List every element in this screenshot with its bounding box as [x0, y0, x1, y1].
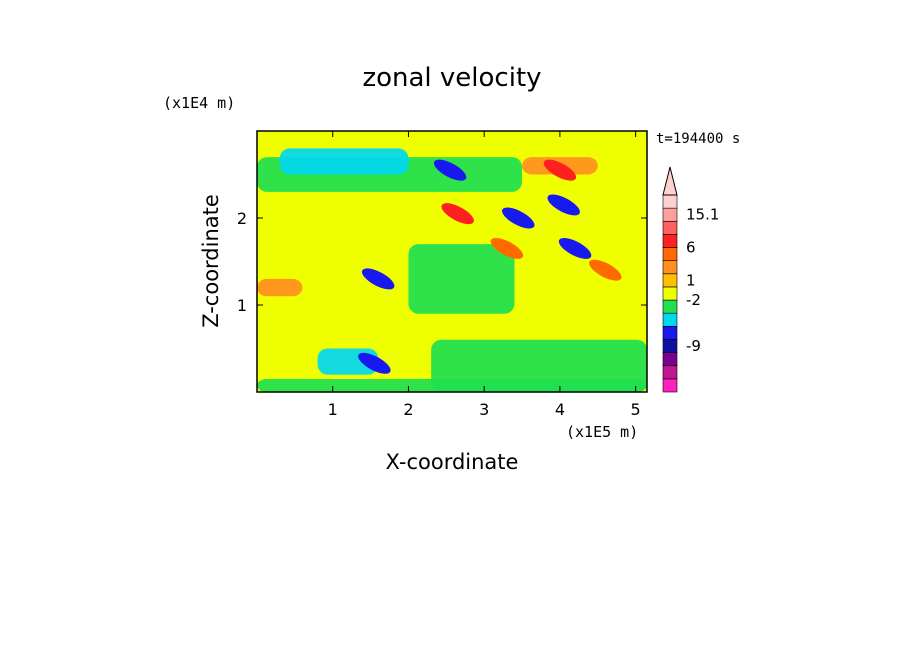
plot-area: 1 2 3 4 5 1 2 [237, 130, 648, 419]
y-axis-label: Z-coordinate [199, 194, 223, 328]
x-unit-label: (x1E5 m) [566, 423, 638, 441]
colorbar-level-1 [662, 365, 678, 380]
x-tick-label-1: 2 [403, 400, 413, 419]
colorbar-label-2: 1 [686, 271, 696, 289]
field-band-5 [279, 148, 409, 175]
colorbar-level-6 [662, 299, 678, 314]
y-unit-label: (x1E4 m) [163, 94, 235, 112]
colorbar-level-3 [662, 339, 678, 353]
colorbar-level-2 [662, 352, 678, 367]
field-blob-7 [543, 159, 577, 181]
colorbar-label-4: -9 [686, 337, 701, 355]
colorbar-label-1: 6 [686, 239, 696, 257]
colorbar-label-0: 15.1 [686, 206, 719, 224]
colorbar-extend-arrow [662, 166, 678, 196]
colorbar-level-14 [662, 194, 678, 209]
colorbar-level-13 [662, 207, 678, 222]
field-blob-0 [358, 352, 391, 374]
colorbar: 15.1 6 1 -2 -9 [662, 166, 719, 393]
field-blob-6 [441, 203, 474, 225]
field-blob-9 [589, 259, 622, 281]
colorbar-level-11 [662, 234, 678, 248]
y-tick-label-1: 2 [237, 209, 247, 228]
y-tick-label-0: 1 [237, 296, 247, 315]
field-band-6 [257, 278, 303, 297]
x-tick-label-2: 3 [479, 400, 489, 419]
colorbar-level-7 [662, 286, 678, 301]
x-tick-label-3: 4 [555, 400, 565, 419]
plot-frame [256, 130, 648, 393]
colorbar-level-4 [662, 326, 678, 340]
chart-title: zonal velocity [362, 63, 541, 93]
field-blob-5 [558, 237, 592, 259]
field-blob-2 [433, 159, 467, 181]
field-blob-8 [490, 237, 524, 259]
x-tick-label-0: 1 [328, 400, 338, 419]
field-blob-4 [547, 194, 580, 216]
field-band-2 [408, 244, 515, 314]
x-tick-label-4: 5 [631, 400, 641, 419]
colorbar-level-9 [662, 260, 678, 275]
colorbar-level-0 [662, 378, 678, 393]
colorbar-level-5 [662, 312, 678, 327]
time-label: t=194400 s [656, 131, 740, 147]
field-blob-1 [361, 268, 395, 290]
colorbar-level-8 [662, 273, 678, 288]
field-blob-3 [502, 207, 535, 229]
colorbar-label-3: -2 [686, 291, 701, 309]
x-axis-label: X-coordinate [386, 450, 519, 474]
colorbar-level-10 [662, 247, 678, 261]
colorbar-level-12 [662, 220, 678, 235]
field-band-1 [431, 339, 647, 392]
